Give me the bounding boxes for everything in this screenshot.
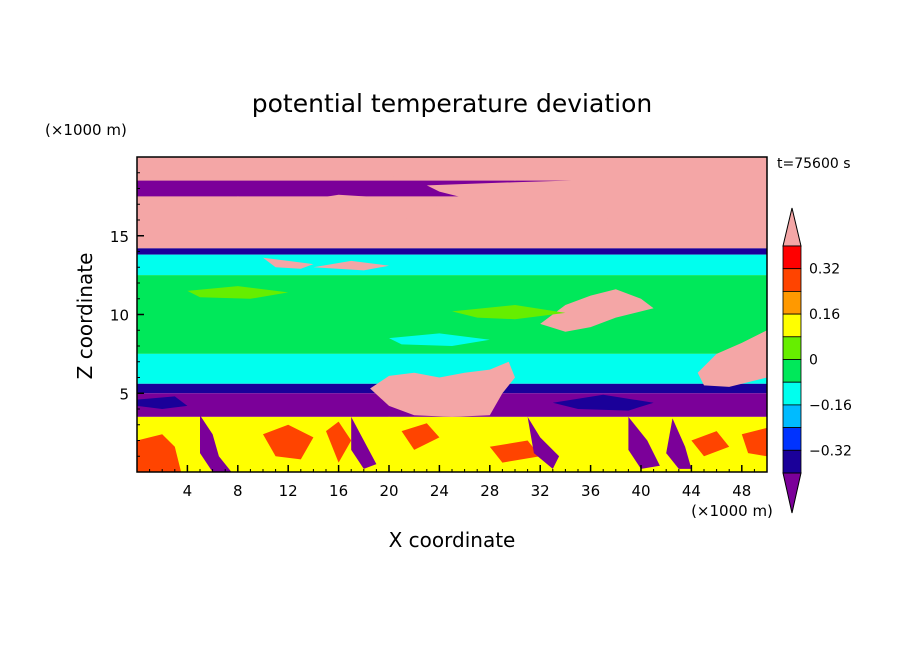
- colorbar: 0.32 0.16 0 −0.16 −0.32: [782, 207, 852, 514]
- contour-feature-11: [326, 421, 352, 463]
- contour-feature-3: [370, 361, 515, 417]
- colorbar-bin: [782, 313, 802, 338]
- contour-feature-9: [137, 434, 182, 472]
- contour-feature-22: [552, 394, 654, 411]
- colorbar-bottom-arrow: [782, 472, 802, 514]
- x-tick-label: 4: [183, 482, 193, 500]
- colorbar-bin: [782, 359, 802, 383]
- y-tick-label: 15: [110, 228, 129, 246]
- layer-band-3: [137, 248, 767, 255]
- contour-feature-10: [263, 424, 314, 460]
- contour-feature-24: [452, 305, 566, 320]
- y-tick-label: 10: [110, 307, 129, 325]
- colorbar-tick-label: −0.32: [809, 443, 852, 459]
- colorbar-bin: [782, 449, 802, 474]
- colorbar-bin: [782, 245, 802, 270]
- contour-feature-7: [313, 260, 389, 271]
- colorbar-tick-label: −0.16: [809, 398, 852, 414]
- contour-features: [137, 160, 767, 472]
- y-unit-label: (×1000 m): [45, 121, 127, 139]
- contour-feature-12: [401, 423, 440, 450]
- x-tick-label: 44: [682, 482, 701, 500]
- colorbar-bin: [782, 336, 802, 360]
- colorbar-tick-label: 0.32: [809, 262, 840, 278]
- chart-title: potential temperature deviation: [252, 89, 652, 118]
- contour-feature-2: [137, 194, 440, 243]
- plot-area: [137, 157, 767, 472]
- contour-feature-20: [666, 418, 692, 469]
- contour-feature-16: [200, 415, 232, 472]
- colorbar-bin: [782, 381, 802, 406]
- x-tick-label: 28: [480, 482, 499, 500]
- colorbar-bin: [782, 290, 802, 315]
- x-tick-label: 40: [631, 482, 650, 500]
- x-unit-label: (×1000 m): [691, 502, 773, 520]
- colorbar-top-arrow: [782, 207, 802, 247]
- x-axis-label: X coordinate: [389, 528, 516, 552]
- time-label: t=75600 s: [777, 156, 851, 172]
- contour-feature-4: [540, 289, 654, 332]
- x-tick-label: 36: [581, 482, 600, 500]
- x-axis: 4 8 12 16 20 24 28 32 36 40 44 48: [149, 465, 755, 500]
- x-tick-label: 12: [279, 482, 298, 500]
- y-axis-label: Z coordinate: [73, 253, 97, 380]
- colorbar-bin: [782, 268, 802, 292]
- contour-feature-17: [351, 416, 377, 469]
- colorbar-tick-label: 0.16: [809, 307, 840, 323]
- contour-feature-15: [741, 427, 767, 457]
- x-tick-label: 16: [329, 482, 348, 500]
- contour-feature-19: [628, 416, 660, 469]
- x-tick-label: 32: [531, 482, 550, 500]
- colorbar-tick-label: 0: [809, 353, 818, 369]
- contour-feature-23: [187, 286, 289, 299]
- x-tick-label: 8: [233, 482, 243, 500]
- layer-band-4: [137, 254, 767, 276]
- x-tick-label: 24: [430, 482, 449, 500]
- contour-feature-18: [527, 416, 560, 469]
- colorbar-bin: [782, 404, 802, 428]
- contour-feature-21: [137, 396, 188, 409]
- contour-feature-6: [263, 257, 314, 269]
- y-axis: 5 10 15: [110, 172, 144, 457]
- contour-feature-14: [691, 431, 730, 457]
- colorbar-bin: [782, 427, 802, 451]
- y-tick-label: 5: [119, 385, 129, 403]
- contour-feature-0: [137, 160, 767, 186]
- contour-feature-13: [489, 440, 541, 463]
- contour-feature-1: [426, 179, 767, 243]
- contour-feature-5: [697, 330, 767, 387]
- contour-feature-25: [389, 333, 490, 346]
- x-tick-label: 20: [379, 482, 398, 500]
- x-tick-label: 48: [732, 482, 751, 500]
